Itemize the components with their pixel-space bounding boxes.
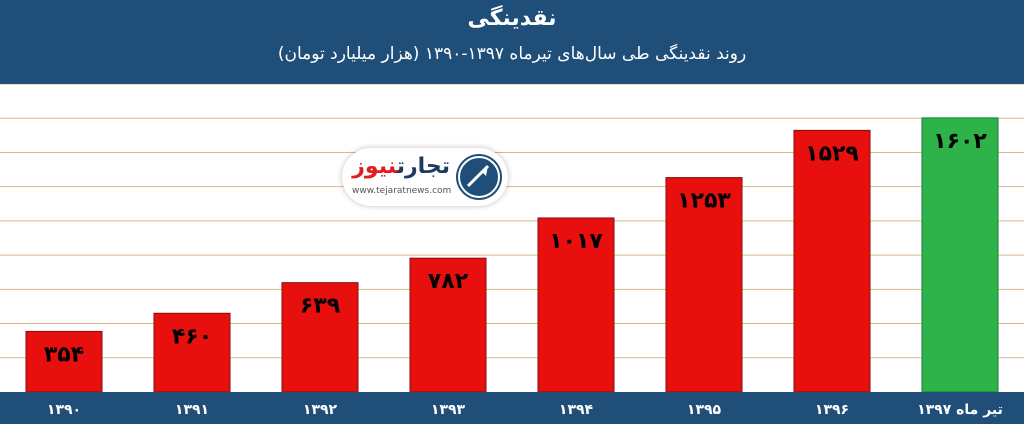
bar-3 bbox=[409, 257, 487, 393]
tick-label-4: ۱۳۹۴ bbox=[559, 402, 594, 418]
data-label-4: ۱۰۱۷ bbox=[549, 229, 603, 254]
data-label-7: ۱۶۰۲ bbox=[933, 129, 987, 154]
chart-header: نقدینگی روند نقدینگی طی سال‌های تیرماه ۱… bbox=[0, 0, 1024, 84]
logo-url: www.tejaratnews.com bbox=[352, 186, 452, 196]
logo-arrow-icon bbox=[456, 154, 502, 200]
chart-subtitle: روند نقدینگی طی سال‌های تیرماه ۱۳۹۷-۱۳۹۰… bbox=[277, 44, 747, 64]
bar-4 bbox=[537, 217, 615, 393]
bars: ۳۵۴ ۴۶۰ ۶۳۹ ۷۸۲ ۱۰۱۷ ۱۲۵۳ ۱۵۲۹ ۱۶۰۲ bbox=[25, 117, 999, 393]
bar-chart: ۳۵۴ ۴۶۰ ۶۳۹ ۷۸۲ ۱۰۱۷ ۱۲۵۳ ۱۵۲۹ ۱۶۰۲ bbox=[0, 84, 1024, 393]
bar-6 bbox=[793, 129, 871, 393]
bar-1 bbox=[153, 312, 231, 393]
data-label-5: ۱۲۵۳ bbox=[677, 189, 731, 214]
data-label-6: ۱۵۲۹ bbox=[805, 141, 859, 166]
tick-label-6: ۱۳۹۶ bbox=[815, 402, 849, 418]
data-label-3: ۷۸۲ bbox=[428, 269, 469, 294]
data-label-2: ۶۳۹ bbox=[300, 294, 340, 319]
tick-label-1: ۱۳۹۱ bbox=[175, 402, 209, 418]
tick-label-2: ۱۳۹۲ bbox=[303, 402, 338, 418]
bar-7 bbox=[921, 117, 999, 393]
bar-2 bbox=[281, 282, 359, 393]
data-label-1: ۴۶۰ bbox=[172, 324, 212, 349]
tick-label-3: ۱۳۹۳ bbox=[431, 402, 466, 418]
logo-name: تجارتنیوز bbox=[352, 154, 450, 179]
data-label-0: ۳۵۴ bbox=[44, 342, 84, 367]
tick-label-0: ۱۳۹۰ bbox=[47, 402, 81, 418]
logo-name-main: تجارت bbox=[396, 154, 450, 179]
x-axis-ticks: ۱۳۹۰ ۱۳۹۱ ۱۳۹۲ ۱۳۹۳ ۱۳۹۴ ۱۳۹۵ ۱۳۹۶ تیر ماه ۱۳۹۷ bbox=[47, 402, 1003, 418]
logo-name-accent: نیوز bbox=[352, 154, 397, 179]
x-axis-band bbox=[0, 392, 1024, 424]
tick-label-7: تیر ماه ۱۳۹۷ bbox=[917, 402, 1003, 418]
bar-5 bbox=[665, 177, 743, 393]
brand-logo: تجارتنیوز www.tejaratnews.com bbox=[342, 148, 508, 206]
chart-title: نقدینگی bbox=[467, 6, 557, 31]
bar-0 bbox=[25, 330, 103, 393]
tick-label-5: ۱۳۹۵ bbox=[687, 402, 722, 418]
